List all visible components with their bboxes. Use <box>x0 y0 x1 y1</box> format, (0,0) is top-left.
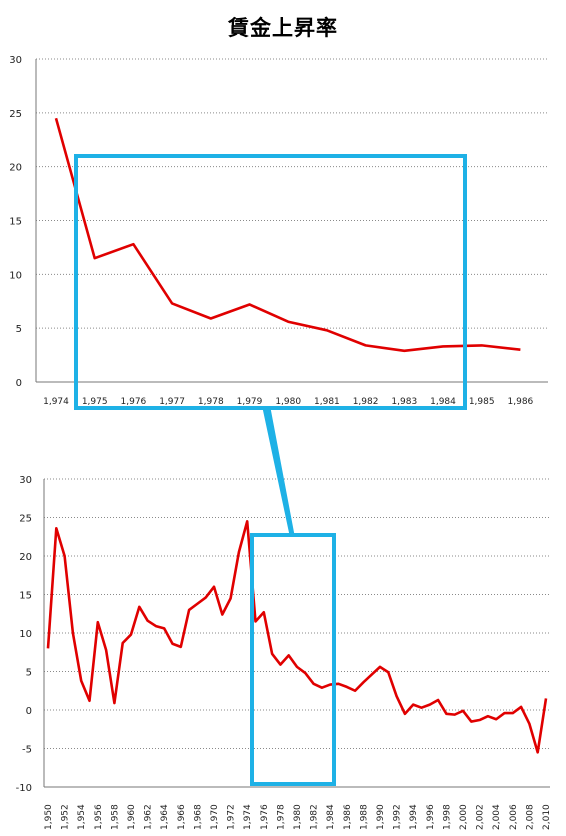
y-tick-label: 20 <box>19 552 32 563</box>
x-tick-label: 1,954 <box>77 804 87 830</box>
x-tick-label: 1,998 <box>442 804 452 830</box>
y-tick-label: 25 <box>9 109 22 120</box>
x-tick-label: 2,010 <box>542 804 552 830</box>
x-tick-label: 1,990 <box>376 804 386 830</box>
x-tick-label: 1,992 <box>393 804 403 830</box>
x-tick-label: 1,952 <box>61 804 71 830</box>
series-line <box>54 117 521 353</box>
x-tick-label: 1,978 <box>276 804 286 830</box>
x-tick-label: 1,981 <box>314 397 340 407</box>
x-tick-label: 1,962 <box>144 804 154 830</box>
x-tick-label: 1,988 <box>359 804 369 830</box>
x-tick-label: 1,978 <box>198 397 224 407</box>
x-tick-label: 1,980 <box>275 397 301 407</box>
x-tick-label: 2,004 <box>492 804 502 830</box>
x-tick-label: 1,983 <box>391 397 417 407</box>
x-tick-label: 1,968 <box>193 804 203 830</box>
x-tick-label: 1,966 <box>177 804 187 830</box>
x-tick-label: 1,970 <box>210 804 220 830</box>
x-tick-label: 1,982 <box>310 804 320 830</box>
y-tick-label: 30 <box>9 55 22 66</box>
y-tick-label: 5 <box>16 324 22 335</box>
x-tick-label: 2,008 <box>525 804 535 830</box>
y-tick-label: 30 <box>19 475 32 486</box>
x-tick-label: 1,979 <box>237 397 263 407</box>
x-tick-label: 1,974 <box>243 804 253 830</box>
x-tick-label: 1,996 <box>426 804 436 830</box>
y-tick-label: 20 <box>9 163 22 174</box>
y-tick-label: 10 <box>9 270 22 281</box>
x-tick-label: 1,975 <box>82 397 108 407</box>
x-tick-label: 1,958 <box>110 804 120 830</box>
zoom-connector <box>262 407 295 536</box>
x-tick-label: 1,984 <box>430 397 456 407</box>
zoom-highlight-box <box>74 154 467 410</box>
y-tick-label: 10 <box>19 629 32 640</box>
chart-title: 賃金上昇率 <box>228 16 338 40</box>
x-tick-label: 1,986 <box>343 804 353 830</box>
x-tick-label: 2,002 <box>476 804 486 830</box>
x-tick-label: 1,976 <box>260 804 270 830</box>
x-tick-label: 1,960 <box>127 804 137 830</box>
y-tick-label: 15 <box>19 591 32 602</box>
x-tick-label: 1,977 <box>159 397 185 407</box>
x-tick-label: 1,964 <box>160 804 170 830</box>
x-tick-label: 1,956 <box>94 804 104 830</box>
x-tick-label: 1,950 <box>44 804 54 830</box>
y-tick-label: 25 <box>19 514 32 525</box>
x-tick-label: 1,985 <box>469 397 495 407</box>
x-tick-label: 1,976 <box>121 397 147 407</box>
x-tick-label: 2,000 <box>459 804 469 830</box>
x-tick-label: 1,972 <box>227 804 237 830</box>
y-tick-label: 0 <box>16 378 22 389</box>
y-tick-label: 5 <box>26 668 32 679</box>
y-tick-label: -5 <box>22 745 32 756</box>
y-tick-label: -10 <box>16 783 32 794</box>
x-tick-label: 1,974 <box>43 397 69 407</box>
x-tick-label: 1,982 <box>353 397 379 407</box>
x-tick-label: 2,006 <box>509 804 519 830</box>
x-tick-label: 1,986 <box>508 397 534 407</box>
x-tick-label: 1,994 <box>409 804 419 830</box>
x-tick-label: 1,984 <box>326 804 336 830</box>
y-tick-label: 0 <box>26 706 32 717</box>
x-tick-label: 1,980 <box>293 804 303 830</box>
y-tick-label: 15 <box>9 217 22 228</box>
